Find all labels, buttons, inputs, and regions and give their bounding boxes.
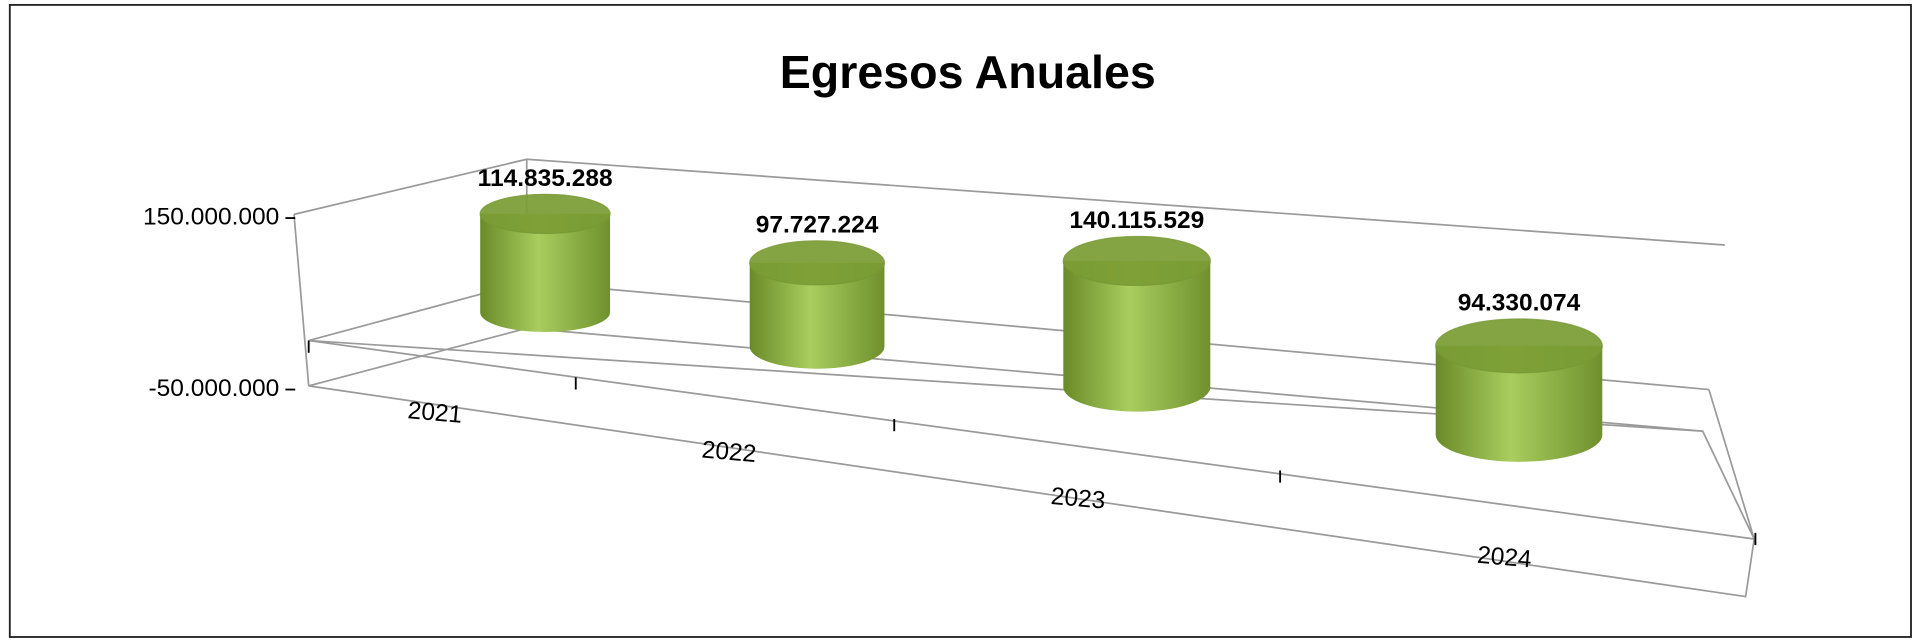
x-tick-label: 2024 xyxy=(1476,542,1533,574)
chart-title: Egresos Anuales xyxy=(780,46,1156,98)
chart-border xyxy=(8,3,1912,638)
x-tick-label: 2023 xyxy=(1050,483,1107,515)
cylinder-body xyxy=(1435,345,1603,462)
x-tick-label: 2022 xyxy=(701,436,758,468)
cylinder-top-shade xyxy=(480,194,611,234)
cylinder-top-shade xyxy=(1063,236,1211,286)
plot: Egresos Anuales -50.000.000 150.000.000 20… xyxy=(8,3,1912,638)
cylinder-body xyxy=(1063,260,1211,412)
y-tick-label: 150.000.000 xyxy=(143,204,279,231)
data-label: 94.330.074 xyxy=(1458,290,1581,317)
cylinder-body xyxy=(749,262,885,369)
data-label: 97.727.224 xyxy=(756,212,879,239)
data-label: 114.835.288 xyxy=(478,165,613,192)
cylinder-top-shade xyxy=(1435,318,1603,373)
cylinder-body xyxy=(480,213,611,332)
cylinder-top-shade xyxy=(749,240,885,285)
x-tick-label: 2021 xyxy=(407,397,464,429)
y-tick-label: -50.000.000 xyxy=(149,375,280,402)
data-label: 140.115.529 xyxy=(1069,207,1204,234)
